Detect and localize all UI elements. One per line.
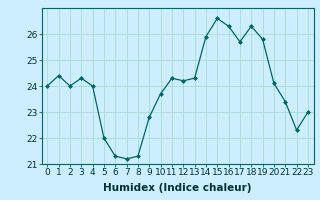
X-axis label: Humidex (Indice chaleur): Humidex (Indice chaleur) — [103, 183, 252, 193]
